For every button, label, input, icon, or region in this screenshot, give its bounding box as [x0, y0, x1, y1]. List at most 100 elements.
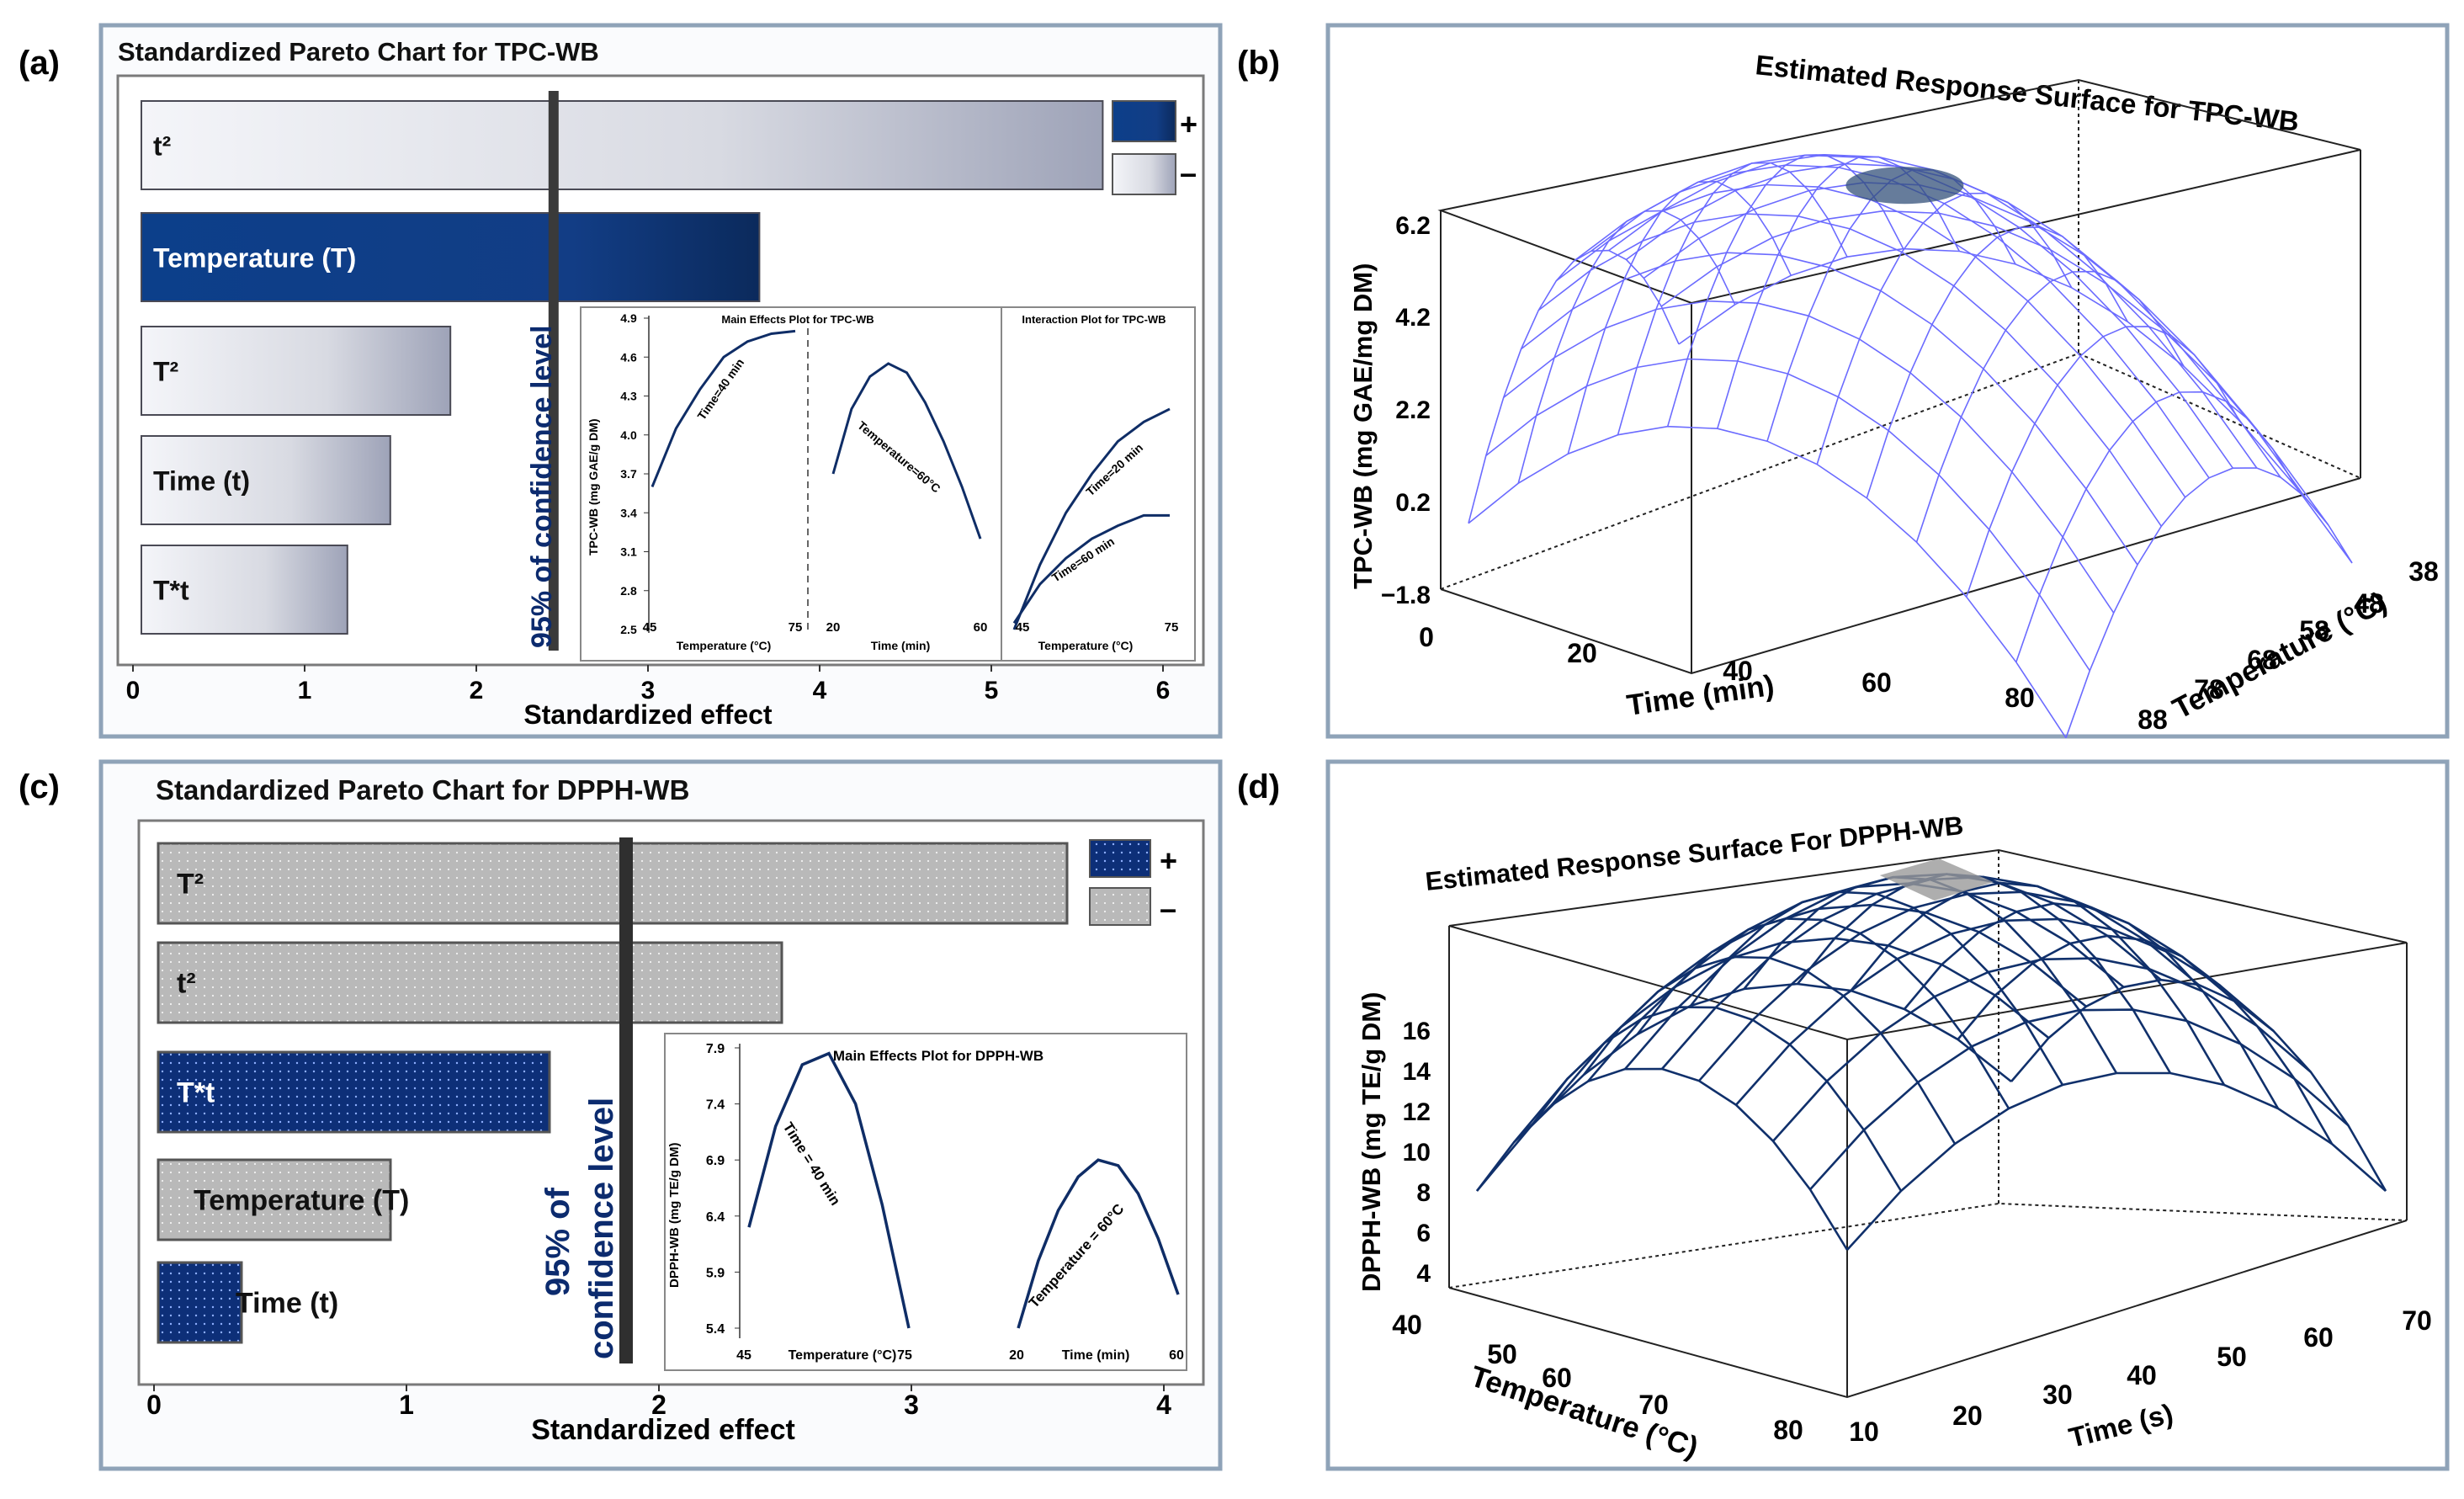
z-axis-label-b: TPC-WB (mg GAE/mg DM) [1348, 263, 1378, 589]
inset-a-ytick-label: 3.1 [620, 545, 637, 559]
confidence-label-c-1: 95% of [539, 1187, 576, 1296]
y-tick-label-b: 58 [2299, 615, 2329, 646]
x-tick-label-b: 60 [1861, 667, 1892, 698]
y-tick-label-d: 70 [2402, 1305, 2432, 1336]
y-tick-label-b: 38 [2408, 556, 2439, 587]
panel-b-frame [1325, 23, 2450, 739]
mesh-line-b [2065, 467, 2353, 738]
bar-label-a-1: Temperature (T) [153, 243, 356, 274]
panel-c-title: Standardized Pareto Chart for DPPH-WB [156, 774, 689, 805]
x-axis-d: 40 50 60 70 80 [1392, 1310, 1803, 1445]
z-tick-label-b: 0.2 [1395, 489, 1431, 517]
mesh-line-d [1957, 934, 2334, 1145]
inset-a-plots: 2.5 2.8 3.1 3.4 3.7 4.0 4.3 4.6 4.9 45 75 20 60 45 75 [620, 311, 1178, 636]
inset-a [580, 306, 1196, 662]
inset-c-ytick-label: 5.9 [706, 1266, 725, 1280]
legend-minus-swatch-c [1089, 887, 1151, 926]
inset-c-xtick-label: 20 [1009, 1348, 1024, 1363]
inset-a-ylabel: TPC-WB (mg GAE/g DM) [587, 418, 600, 555]
panel-a-letter: (a) [19, 45, 60, 82]
inset-a-xtick-label: 75 [789, 620, 803, 635]
bar-label-c-4: Time (t) [236, 1288, 338, 1320]
x-tick-label-d: 40 [1392, 1310, 1422, 1340]
x-tick-label-a: 4 [813, 677, 827, 704]
inset-a-xtick-label: 20 [826, 620, 841, 635]
legend-minus-label-a: – [1180, 156, 1197, 190]
y-axis-b: 38 48 58 68 78 88 [2137, 556, 2439, 735]
z-axis-d: 4 6 8 10 12 14 16 [1403, 1018, 1431, 1288]
inset-c-title: Main Effects Plot for DPPH-WB [833, 1048, 1043, 1064]
bar-a-4 [141, 545, 348, 635]
x-tick-label-b: 0 [1419, 622, 1434, 652]
legend-minus-label-c: – [1160, 891, 1176, 926]
bar-label-c-1: t² [177, 968, 196, 1000]
x-axis-label-a: Standardized effect [523, 699, 773, 730]
pareto-bars-c: T² t² T*t Temperature (T) Time (t) [157, 842, 1069, 1344]
inset-c-ytick-label: 5.4 [706, 1322, 725, 1337]
y-tick-label-d: 40 [2127, 1360, 2157, 1390]
inset-c-ylabel: DPPH-WB (mg TE/g DM) [667, 1143, 682, 1288]
y-tick-label-b: 78 [2194, 674, 2224, 704]
z-tick-label-d: 8 [1416, 1179, 1431, 1207]
x-tick-label-b: 80 [2005, 683, 2035, 713]
bar-label-c-0: T² [177, 869, 204, 901]
inset-a-xlabel-right: Time (min) [871, 639, 931, 652]
z-tick-label-d: 6 [1416, 1220, 1431, 1247]
x-tick-label-b: 40 [1723, 656, 1753, 686]
surface-box-b [1437, 78, 2361, 675]
inset-a-inter-title: Interaction Plot for TPC-WB [1022, 313, 1166, 326]
inset-a-xlabel-left: Temperature (°C) [677, 639, 772, 652]
inset-c-xtick-label: 45 [736, 1348, 751, 1363]
legend-minus-swatch-a [1112, 153, 1176, 195]
legend-plus-label-a: + [1180, 107, 1197, 141]
inset-a-main-title: Main Effects Plot for TPC-WB [721, 313, 874, 326]
inset-a-ytick-label: 3.4 [620, 506, 637, 519]
legend-plus-swatch-a [1112, 100, 1176, 142]
x-tick-label-a: 3 [641, 677, 656, 704]
inset-a-inter-xlabel: Temperature (°C) [1038, 639, 1134, 652]
bar-c-4 [157, 1261, 243, 1344]
x-tick-label-c: 1 [399, 1390, 414, 1420]
surface-peak-b [1845, 167, 1964, 205]
mesh-line-d [2010, 978, 2387, 1192]
bar-c-3 [157, 1158, 392, 1241]
inset-c [664, 1033, 1187, 1371]
x-axis-c: 0 1 2 3 4 [146, 1385, 1171, 1420]
panel-c-letter: (c) [19, 768, 60, 805]
panel-b-letter: (b) [1237, 45, 1280, 82]
z-tick-label-b: −1.8 [1381, 582, 1431, 609]
panel-a-title: Standardized Pareto Chart for TPC-WB [118, 37, 599, 66]
y-tick-label-b: 88 [2137, 704, 2168, 735]
y-axis-d: 10 20 30 40 50 60 70 [1849, 1305, 2432, 1447]
mesh-line-b [1660, 210, 2329, 526]
x-tick-label-d: 70 [1638, 1390, 1669, 1420]
inset-a-ytick-label: 2.8 [620, 584, 637, 598]
surface-peak-d [1879, 858, 1994, 901]
inset-c-xlabel-right: Time (min) [1062, 1348, 1130, 1363]
legend-plus-label-c: + [1160, 843, 1177, 878]
inset-a-xtick-label: 45 [643, 620, 657, 635]
confidence-label-c-2: confidence level [583, 1098, 620, 1359]
legend-plus-swatch-c [1089, 839, 1151, 878]
bar-label-c-3: Temperature (T) [194, 1185, 409, 1217]
z-tick-label-b: 6.2 [1395, 212, 1431, 240]
x-tick-label-d: 60 [1542, 1363, 1572, 1393]
bar-a-3 [141, 435, 391, 525]
x-tick-label-c: 0 [146, 1390, 162, 1420]
inset-c-xlabel-left: Temperature (°C) [789, 1348, 897, 1363]
bar-label-a-0: t² [153, 131, 171, 162]
z-tick-label-d: 14 [1403, 1058, 1431, 1086]
x-tick-label-a: 5 [985, 677, 999, 704]
x-tick-label-a: 2 [470, 677, 484, 704]
inset-a-inter-curve-1 [1012, 513, 1170, 625]
bar-a-2 [141, 326, 452, 416]
inset-c-ytick-label: 7.4 [706, 1098, 725, 1113]
inset-c-ytick-label: 6.9 [706, 1154, 725, 1168]
x-tick-label-d: 50 [1487, 1339, 1517, 1369]
inset-a-curve-temp [651, 329, 796, 487]
x-tick-label-c: 4 [1156, 1390, 1171, 1420]
confidence-line-a [548, 91, 559, 651]
y-tick-label-d: 10 [1849, 1417, 1879, 1447]
surface-mesh-b [1468, 153, 2353, 739]
